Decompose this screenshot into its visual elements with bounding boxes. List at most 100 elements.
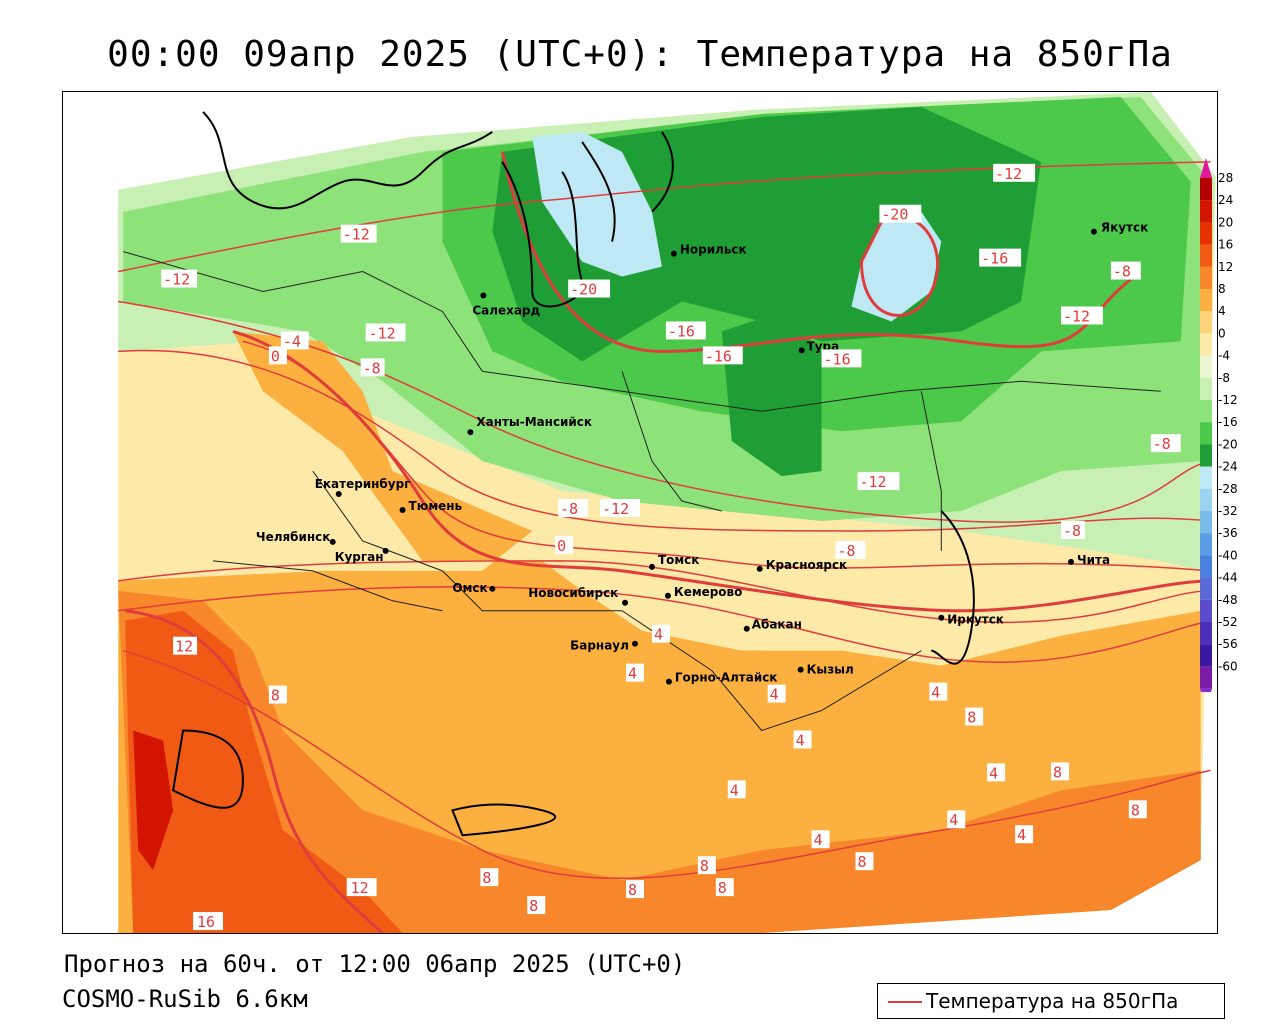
contour-label: 12	[346, 878, 377, 897]
svg-text:-8: -8	[560, 500, 578, 518]
city-tomsk[interactable]: Томск	[648, 553, 699, 570]
svg-text:12: 12	[175, 638, 193, 656]
city-label: Омск	[452, 581, 487, 595]
svg-text:8: 8	[529, 897, 538, 915]
region-borders	[123, 251, 1161, 732]
city-tyumen[interactable]: Тюмень	[399, 499, 463, 513]
contour-label: 4	[651, 624, 670, 644]
contour-label: -8	[1110, 261, 1141, 281]
city-kemerovo[interactable]: Кемерово	[664, 585, 742, 599]
colorbar-bottom-arrow	[1200, 688, 1212, 692]
city-label: Екатеринбург	[315, 477, 411, 491]
contour-label: 8	[855, 852, 874, 871]
colorbar-swatch	[1200, 178, 1212, 201]
coastline	[172, 111, 975, 837]
temperature-map[interactable]: Салехард Норильск Якутск Тура Ханты-Манс…	[62, 91, 1218, 934]
svg-text:8: 8	[718, 879, 727, 897]
zone-deep-orange	[118, 590, 1201, 933]
colorbar-swatch	[1200, 222, 1212, 245]
city-label: Тюмень	[409, 499, 463, 513]
svg-text:-8: -8	[838, 542, 856, 560]
contour-label: -8	[1150, 434, 1181, 453]
city-label: Томск	[658, 553, 699, 567]
colorbar-tick-label: 8	[1218, 282, 1226, 296]
colorbar-tick-label: -52	[1218, 615, 1238, 629]
contour-value-labels: -12 -12 -12 -4 0 -8 -20 -16 -16 -16 -20 …	[161, 163, 1181, 931]
contour-label: 4	[811, 830, 830, 849]
svg-text:4: 4	[770, 686, 779, 704]
contour-label: 0	[268, 346, 287, 365]
colorbar-swatch	[1200, 622, 1212, 645]
colorbar-swatch	[1200, 488, 1212, 511]
svg-text:4: 4	[931, 684, 940, 702]
zone-dark-green-south	[721, 311, 822, 477]
svg-text:4: 4	[628, 665, 637, 683]
colorbar-tick-label: 4	[1218, 304, 1226, 318]
city-yakutsk[interactable]: Якутск	[1090, 221, 1148, 235]
colorbar-swatch	[1200, 511, 1212, 534]
city-label: Абакан	[752, 618, 802, 632]
map-title: 00:00 09апр 2025 (UTC+0): Температура на…	[107, 34, 1173, 75]
city-label: Курган	[335, 550, 384, 564]
colorbar-tick-label: 0	[1218, 326, 1226, 340]
city-gorno-altaysk[interactable]: Горно-Алтайск	[665, 671, 778, 685]
svg-text:-12: -12	[343, 226, 370, 244]
colorbar-swatch	[1200, 266, 1212, 289]
svg-text:8: 8	[1053, 763, 1062, 781]
forecast-info: Прогноз на 60ч. от 12:00 06апр 2025 (UTC…	[64, 950, 686, 978]
city-ekaterinburg[interactable]: Екатеринбург	[315, 477, 411, 498]
colorbar-tick-label: -24	[1218, 460, 1238, 474]
colorbar-swatch	[1200, 555, 1212, 578]
colorbar-tick-label: 12	[1218, 260, 1233, 274]
contour-label: -12	[340, 224, 377, 244]
city-norilsk[interactable]: Норильск	[670, 243, 747, 257]
svg-text:-12: -12	[369, 324, 396, 342]
city-omsk[interactable]: Омск	[452, 581, 496, 595]
svg-text:8: 8	[1131, 801, 1140, 819]
city-barnaul[interactable]: Барнаул	[570, 639, 639, 653]
svg-text:-20: -20	[570, 281, 597, 299]
svg-text:-16: -16	[824, 350, 851, 368]
city-label: Норильск	[680, 243, 747, 257]
colorbar-swatch	[1200, 466, 1212, 489]
svg-text:-8: -8	[1113, 263, 1131, 281]
contour-label: -20	[879, 204, 922, 224]
svg-text:0: 0	[271, 347, 280, 365]
colorbar-swatch	[1200, 599, 1212, 622]
contour-label: 8	[965, 707, 984, 727]
city-label: Иркутск	[947, 613, 1004, 627]
contour-label: 4	[987, 763, 1006, 782]
svg-text:8: 8	[271, 687, 280, 705]
city-label: Якутск	[1101, 221, 1148, 235]
city-novosibirsk[interactable]: Новосибирск	[528, 586, 629, 606]
city-chelyabinsk[interactable]: Челябинск	[256, 530, 336, 545]
svg-text:-16: -16	[981, 250, 1008, 268]
svg-text:8: 8	[482, 869, 491, 887]
colorbar-tick-label: 28	[1218, 171, 1233, 185]
svg-text:4: 4	[814, 831, 823, 849]
svg-text:12: 12	[351, 879, 369, 897]
city-kurgan[interactable]: Курган	[335, 547, 389, 564]
zone-dark-red	[133, 730, 174, 871]
colorbar-tick-label: -32	[1218, 504, 1238, 518]
city-kyzyl[interactable]: Кызыл	[797, 663, 854, 677]
colorbar-tick-label: -40	[1218, 548, 1238, 562]
contour-label: 4	[626, 663, 644, 683]
colorbar-swatch	[1200, 577, 1212, 600]
city-salekhard[interactable]: Салехард	[472, 292, 540, 318]
contour-label: 8	[1051, 762, 1069, 781]
contour-label: -16	[821, 349, 862, 368]
contour-label: -16	[665, 321, 706, 340]
city-khanty-mansiysk[interactable]: Ханты-Мансийск	[467, 415, 592, 436]
contour-label: -8	[558, 499, 589, 518]
city-label: Барнаул	[570, 639, 629, 653]
colorbar-tick-label: -4	[1218, 349, 1230, 363]
city-krasnoyarsk[interactable]: Красноярск	[756, 558, 847, 572]
city-abakan[interactable]: Абакан	[743, 618, 802, 632]
colorbar-swatch	[1200, 422, 1212, 445]
city-irkutsk[interactable]: Иркутск	[938, 613, 1004, 627]
svg-text:4: 4	[989, 764, 998, 782]
legend: Температура на 850гПа	[877, 983, 1225, 1019]
city-chita[interactable]: Чита	[1067, 553, 1110, 567]
colorbar-tick-label: 24	[1218, 193, 1233, 207]
